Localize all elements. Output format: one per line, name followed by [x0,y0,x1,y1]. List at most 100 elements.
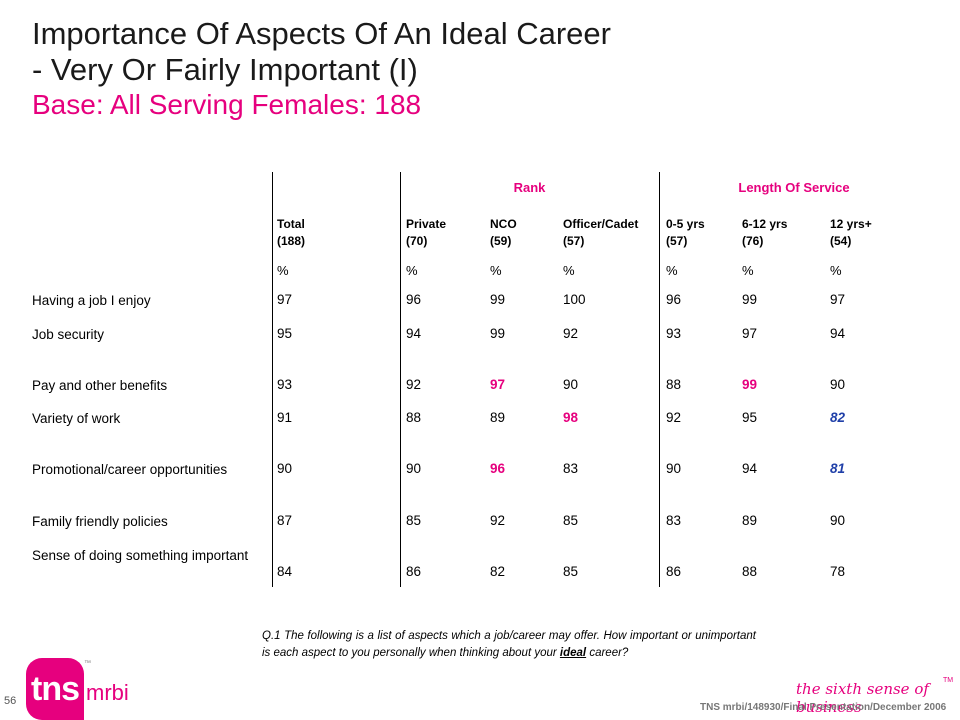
column-header-base: (54) [830,234,852,248]
table-cell: 81 [830,461,846,476]
percent-unit: % [742,263,754,278]
column-header-title: Total [277,217,305,231]
question-text: Q.1 The following is a list of aspects w… [262,628,756,662]
tagline: the sixth sense of business [796,680,929,716]
table-cell: 99 [490,326,506,341]
row-label: Promotional/career opportunities [32,462,228,477]
table-cell: 85 [406,513,422,528]
slide-base: Base: All Serving Females: 188 [32,89,422,120]
logo-text-tns: tns [31,670,80,708]
table-cell: 88 [666,377,682,392]
table-cell: 98 [563,410,579,425]
table-cell: 95 [742,410,758,425]
logo-trademark: ™ [84,660,91,667]
logo-text-mrbi: mrbi [86,680,129,705]
percent-unit: % [277,263,289,278]
percent-unit: % [666,263,678,278]
page-number: 56 [4,695,17,707]
column-header-title: NCO [490,217,517,231]
column-header-title: 12 yrs+ [830,217,872,231]
table-cell: 95 [277,326,293,341]
table-cell: 97 [277,292,293,307]
divider-total [272,172,273,587]
table-cell: 91 [277,410,293,425]
table-cell: 94 [406,326,422,341]
table-cell: 92 [666,410,682,425]
table-cell: 78 [830,564,846,579]
column-header: Total (188) [277,216,305,250]
divider-rank [400,172,401,587]
table-cell: 88 [742,564,758,579]
table-cell: 100 [563,292,586,307]
table-cell: 85 [563,513,579,528]
percent-unit: % [563,263,575,278]
table-cell: 96 [490,461,506,476]
group-header-rank: Rank [513,180,546,195]
row-label: Job security [32,327,105,342]
table-cell: 94 [830,326,846,341]
row-label: Pay and other benefits [32,378,168,393]
row-label: Variety of work [32,411,121,426]
question-emphasis: ideal [559,647,587,659]
column-header: Officer/Cadet (57) [563,216,638,250]
column-header-base: (76) [742,234,764,248]
column-header-base: (57) [666,234,688,248]
table-cell: 89 [742,513,758,528]
table-cell: 90 [563,377,579,392]
table-cell: 99 [490,292,506,307]
table-cell: 82 [490,564,506,579]
table-cell: 92 [406,377,422,392]
question-text-start: Q.1 The following is a list of aspects w… [262,630,756,659]
table-cell: 86 [406,564,422,579]
table-cell: 96 [406,292,422,307]
column-header-base: (57) [563,234,585,248]
row-label: Family friendly policies [32,514,168,529]
column-header: 6-12 yrs (76) [742,216,787,250]
table-cell: 97 [830,292,846,307]
table-cell: 90 [277,461,293,476]
table-cell: 85 [563,564,579,579]
column-header-title: Private [406,217,447,231]
table-cell: 99 [742,292,758,307]
column-header-title: 6-12 yrs [742,217,788,231]
table-cell: 94 [742,461,758,476]
table-cell: 92 [490,513,506,528]
divider-los [659,172,660,587]
column-header-base: (188) [277,234,306,248]
slide-title-line2: - Very Or Fairly Important (I) [32,52,418,87]
table-cell: 90 [830,513,846,528]
table-cell: 83 [563,461,579,476]
percent-unit: % [406,263,418,278]
table-cell: 93 [666,326,682,341]
table-cell: 89 [490,410,506,425]
table-cell: 97 [490,377,506,392]
column-header-title: Officer/Cadet [563,217,639,231]
column-header: Private (70) [406,216,446,250]
tagline-trademark: TM [943,677,954,684]
question-text-end: career? [586,647,629,659]
table-cell: 97 [742,326,758,341]
table-cell: 90 [830,377,846,392]
table-cell: 90 [666,461,682,476]
table-cell: 87 [277,513,293,528]
table-cell: 82 [830,410,846,425]
tns-logo-mark [26,658,84,720]
group-header-length-of-service: Length Of Service [738,180,850,195]
table-cell: 99 [742,377,758,392]
column-header-base: (70) [406,234,428,248]
column-header: NCO (59) [490,216,517,250]
column-header-title: 0-5 yrs [666,217,705,231]
table-cell: 90 [406,461,422,476]
table-cell: 93 [277,377,293,392]
table-cell: 83 [666,513,682,528]
title-block: Importance Of Aspects Of An Ideal Career… [32,16,932,122]
table-cell: 88 [406,410,422,425]
column-header-base: (59) [490,234,512,248]
row-label: Having a job I enjoy [32,293,151,308]
footer-reference: TNS mrbi/148930/Final Presentation/Decem… [700,702,947,713]
percent-unit: % [830,263,842,278]
column-header: 12 yrs+ (54) [830,216,872,250]
row-label: Sense of doing something important [32,548,249,563]
slide-title-line1: Importance Of Aspects Of An Ideal Career [32,16,611,51]
table-cell: 86 [666,564,682,579]
